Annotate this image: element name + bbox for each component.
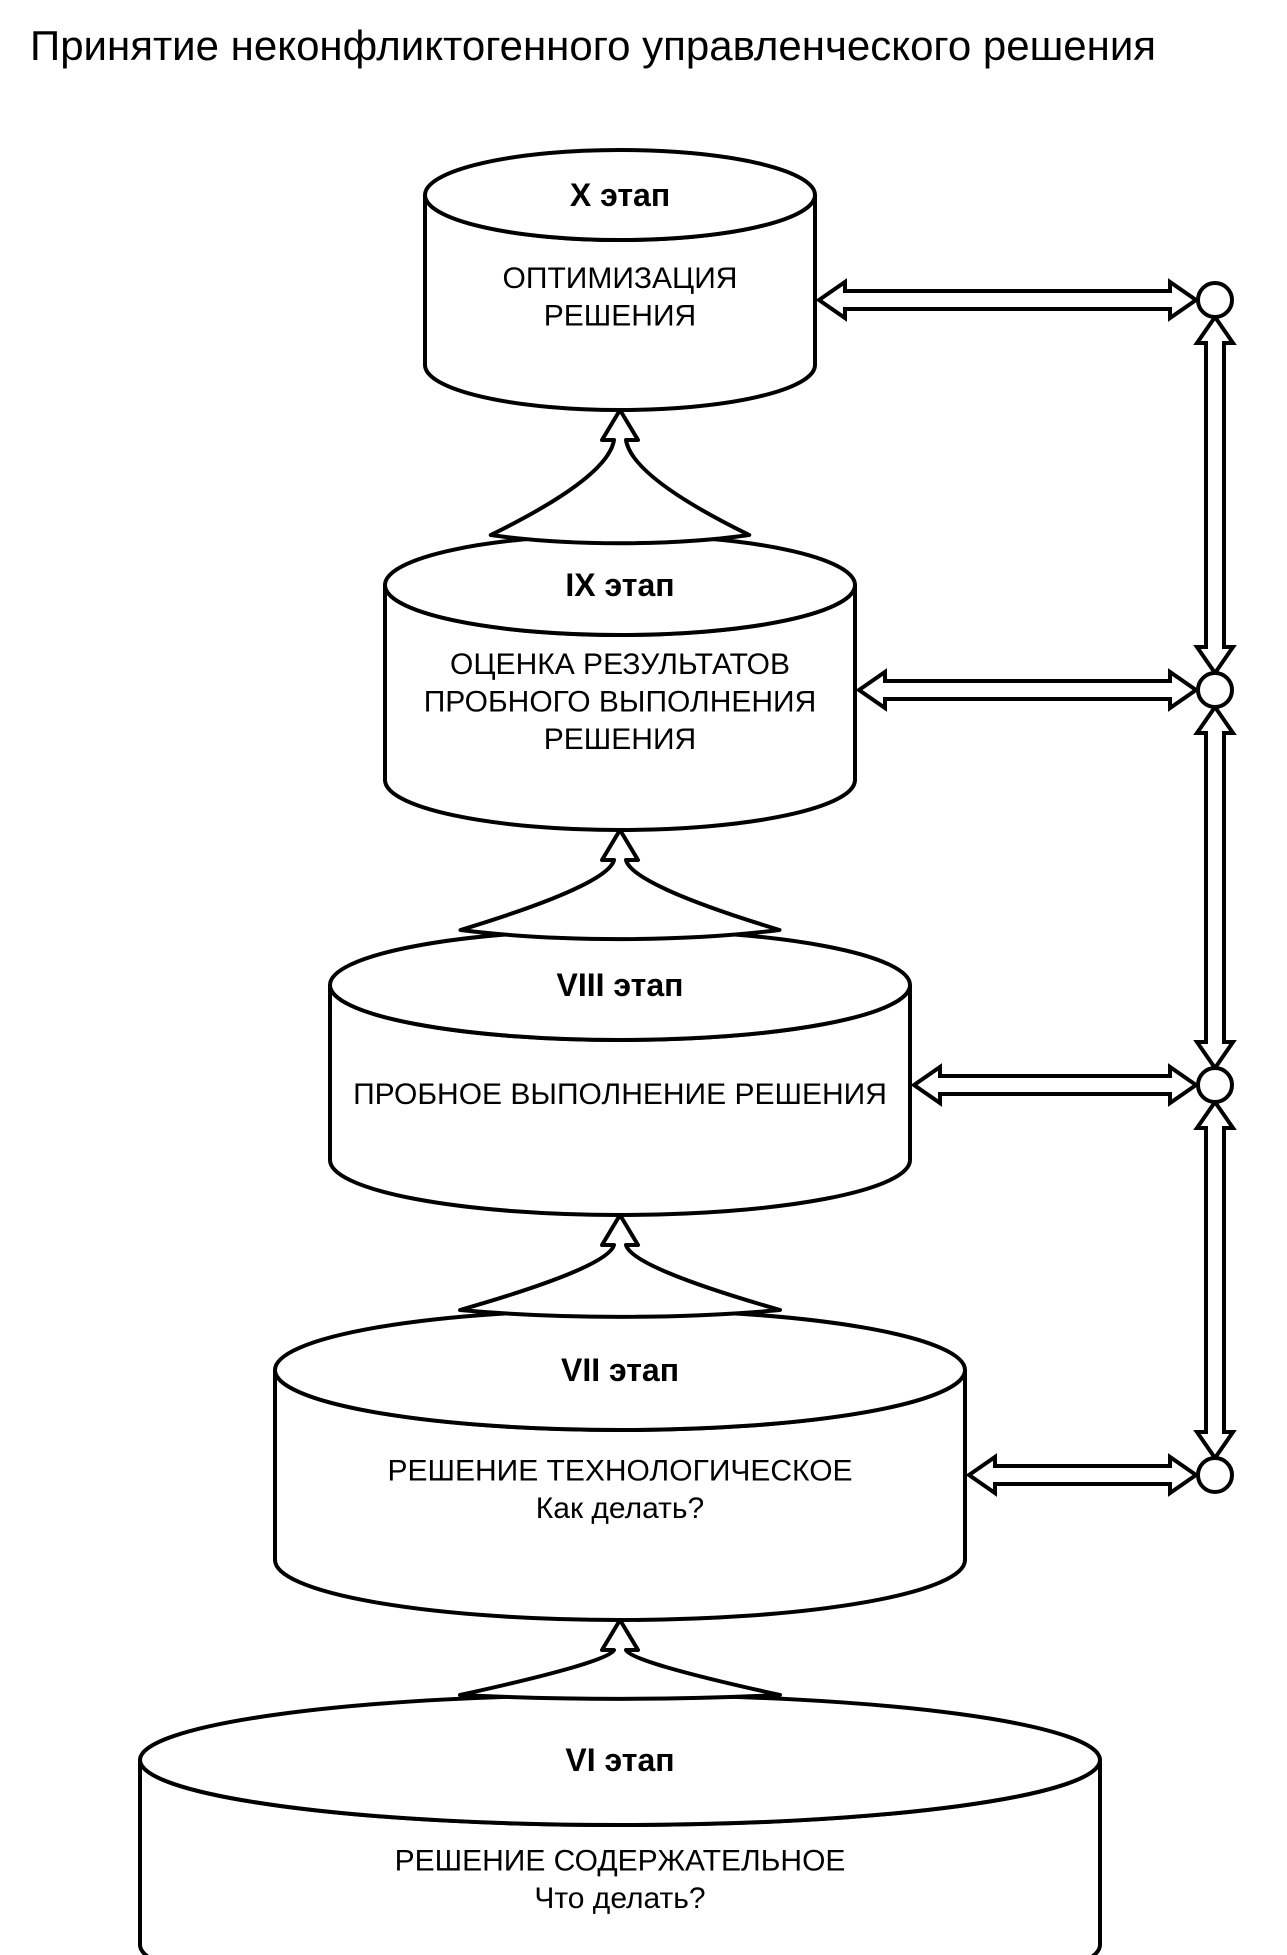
rail-arrow-1 <box>1197 707 1233 1068</box>
stage-label-stage9: IX этап <box>565 567 674 603</box>
rail-arrow-0 <box>1197 317 1233 673</box>
cylinder-text-stage10-0: ОПТИМИЗАЦИЯ <box>503 262 738 295</box>
cylinder-text-stage9-0: ОЦЕНКА РЕЗУЛЬТАТОВ <box>450 648 790 681</box>
connector-stage9 <box>859 672 1196 708</box>
connector-stage10 <box>819 282 1196 318</box>
arrow-up-stage9-to-stage10 <box>491 410 750 543</box>
rail-arrow-2 <box>1197 1102 1233 1458</box>
cylinder-stage8: VIII этап ПРОБНОЕ ВЫПОЛНЕНИЕ РЕШЕНИЯ <box>330 930 910 1215</box>
cylinder-text-stage8-0: ПРОБНОЕ ВЫПОЛНЕНИЕ РЕШЕНИЯ <box>353 1078 887 1111</box>
cylinder-text-stage6-0: РЕШЕНИЕ СОДЕРЖАТЕЛЬНОЕ <box>395 1844 846 1877</box>
cylinder-subtext-stage7: Как делать? <box>536 1492 704 1525</box>
arrow-up-stage6-to-stage7 <box>460 1620 780 1699</box>
rail-node-stage7 <box>1198 1458 1232 1492</box>
cylinder-text-stage9-2: РЕШЕНИЯ <box>544 723 696 756</box>
stage-label-stage8: VIII этап <box>557 967 684 1003</box>
rail-node-stage9 <box>1198 673 1232 707</box>
cylinder-subtext-stage6: Что делать? <box>534 1882 705 1915</box>
cylinder-text-stage9-1: ПРОБНОГО ВЫПОЛНЕНИЯ <box>424 686 817 719</box>
stage-label-stage7: VII этап <box>561 1352 679 1388</box>
page-title: Принятие неконфликтогенного управленческ… <box>30 22 1156 69</box>
cylinder-stage9: IX этап ОЦЕНКА РЕЗУЛЬТАТОВ ПРОБНОГО ВЫПОЛН… <box>385 535 855 830</box>
rail-node-stage10 <box>1198 283 1232 317</box>
connector-stage7 <box>969 1457 1196 1493</box>
connector-stage8 <box>914 1067 1196 1103</box>
cylinder-stage7: VII этап РЕШЕНИЕ ТЕХНОЛОГИЧЕСКОЕ Как делат… <box>275 1310 965 1620</box>
cylinder-stage10: X этап ОПТИМИЗАЦИЯ РЕШЕНИЯ <box>425 150 815 410</box>
cylinder-text-stage10-1: РЕШЕНИЯ <box>544 299 696 332</box>
arrow-up-stage8-to-stage9 <box>461 830 780 939</box>
rail-node-stage8 <box>1198 1068 1232 1102</box>
cylinder-text-stage7-0: РЕШЕНИЕ ТЕХНОЛОГИЧЕСКОЕ <box>387 1454 852 1487</box>
cylinder-stage6: VI этап РЕШЕНИЕ СОДЕРЖАТЕЛЬНОЕ Что делать? <box>140 1695 1100 1955</box>
stage-label-stage6: VI этап <box>565 1742 674 1778</box>
arrow-up-stage7-to-stage8 <box>460 1215 780 1317</box>
stage-label-stage10: X этап <box>570 177 670 213</box>
